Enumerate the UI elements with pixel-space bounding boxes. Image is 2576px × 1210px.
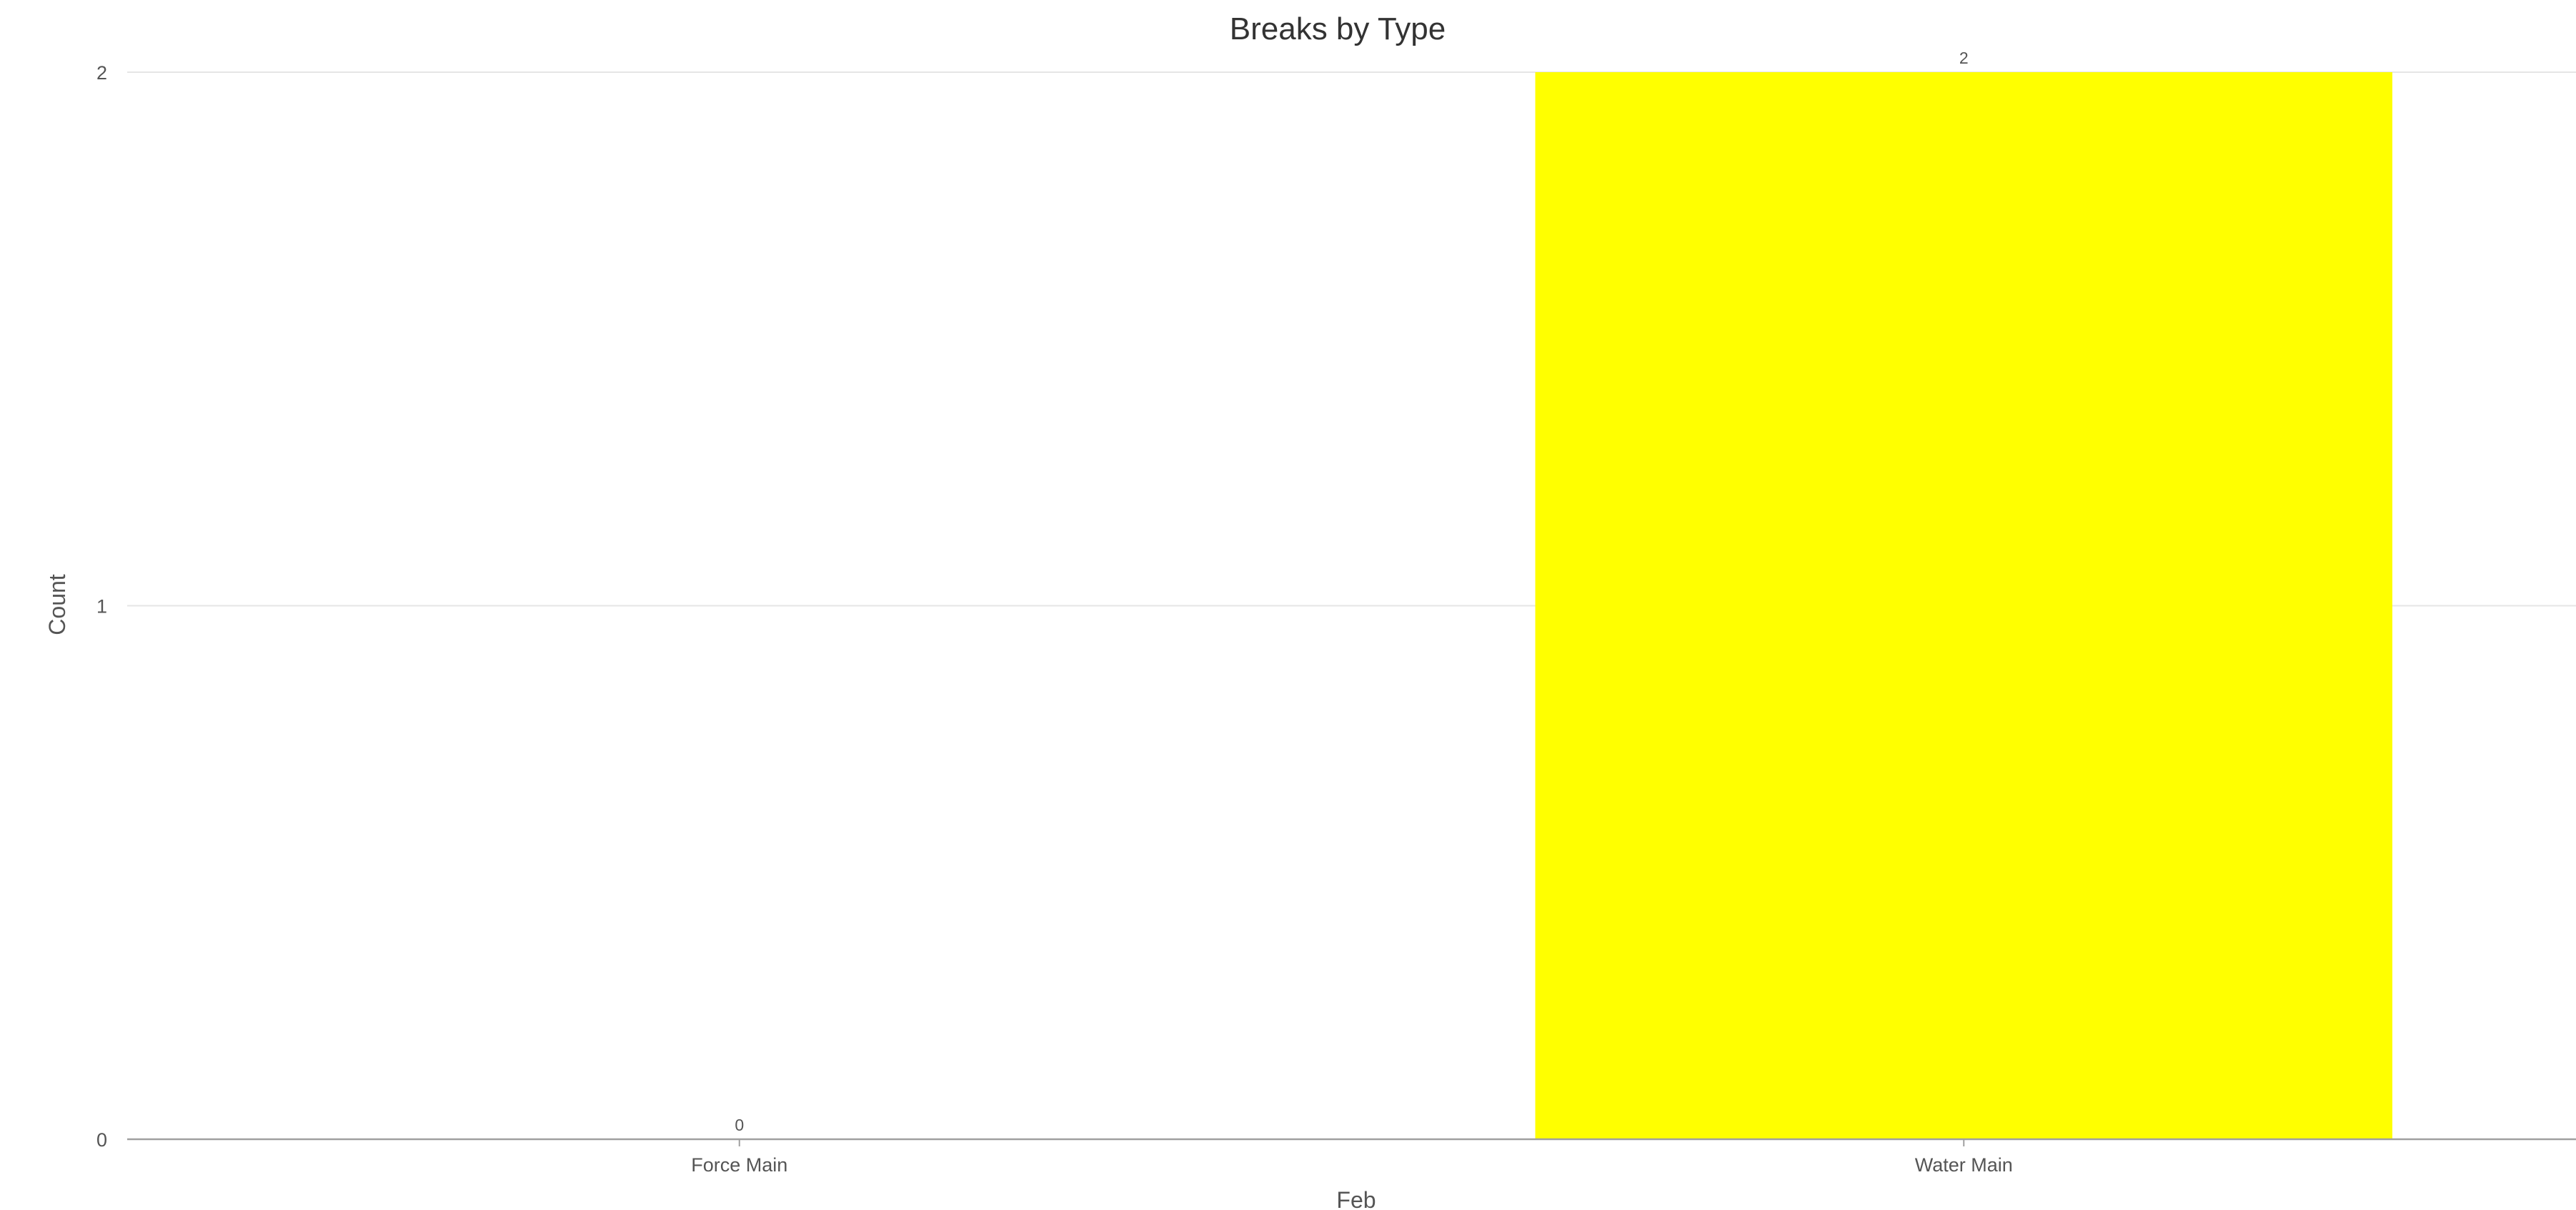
x-axis-title: Feb: [1336, 1187, 1376, 1210]
data-label: 0: [735, 1116, 744, 1134]
x-axis-ticks: Force Main Water Main: [691, 1139, 2013, 1176]
chart-title: Breaks by Type: [1230, 11, 1446, 46]
bar[interactable]: [1535, 72, 2392, 1139]
y-tick-label: 0: [96, 1129, 107, 1151]
data-labels: 02: [735, 49, 1968, 1134]
y-tick-label: 1: [96, 596, 107, 618]
y-axis-ticks: 0 1 2: [96, 62, 107, 1151]
data-label: 2: [1959, 49, 1969, 67]
y-tick-label: 2: [96, 62, 107, 84]
y-axis-title: Count: [44, 574, 70, 635]
x-tick-label: Force Main: [691, 1154, 787, 1176]
bars: [1535, 72, 2392, 1139]
x-tick-label: Water Main: [1915, 1154, 2013, 1176]
